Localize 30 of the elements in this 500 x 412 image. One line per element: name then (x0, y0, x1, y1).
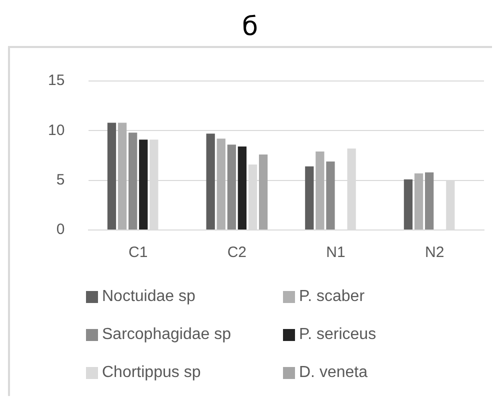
y-tick-label: 0 (56, 221, 65, 238)
legend-label: Chortippus sp (102, 364, 201, 382)
bar (305, 166, 314, 230)
bar (404, 179, 413, 230)
bar (118, 122, 127, 230)
y-tick-label: 10 (48, 122, 65, 139)
bar (238, 146, 247, 230)
x-tick-label: C2 (227, 244, 247, 262)
bar (128, 132, 138, 230)
bar (206, 134, 215, 230)
y-tick-label: 15 (48, 72, 65, 90)
bar (414, 173, 424, 230)
x-tick-label: N1 (326, 244, 346, 262)
legend-label: P. scaber (299, 288, 365, 306)
legend-label: D. veneta (299, 364, 368, 382)
x-tick-label: C1 (128, 244, 148, 262)
bar (139, 140, 148, 230)
x-tick-label: N2 (424, 244, 444, 262)
bar (316, 152, 324, 230)
bar (227, 144, 236, 230)
bar (424, 172, 434, 230)
legend-label: Sarcophagidae sp (102, 326, 231, 344)
bar (216, 138, 226, 230)
bar (326, 161, 335, 230)
legend-label: P. sericeus (299, 326, 376, 344)
legend-label: Noctuidae sp (102, 288, 196, 306)
bar (107, 122, 116, 230)
y-tick-label: 5 (56, 171, 65, 188)
bar (258, 154, 268, 230)
chart-title: б (240, 11, 260, 44)
